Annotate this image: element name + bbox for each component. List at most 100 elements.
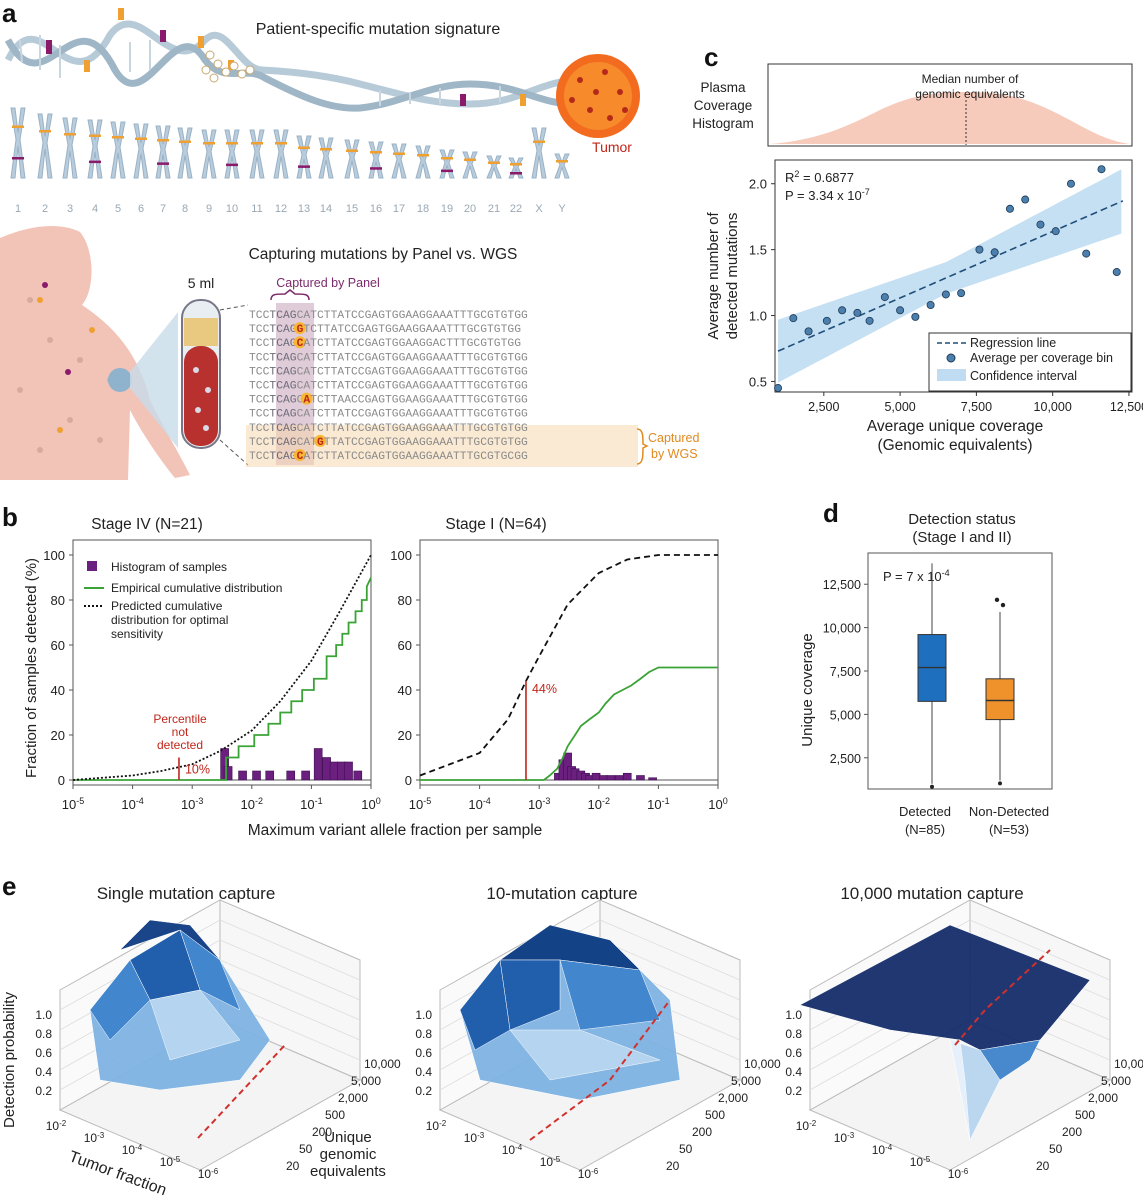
- nucleotide: G: [426, 366, 433, 378]
- x-tick-label: 10-3: [834, 1131, 855, 1146]
- detection-threshold-line: [529, 999, 671, 1141]
- nucleotide: A: [412, 366, 419, 378]
- chromosome-label: 19: [441, 203, 453, 215]
- nucleotide: T: [494, 310, 501, 322]
- nucleotide: G: [514, 381, 521, 393]
- nucleotide: G: [514, 395, 521, 407]
- nucleotide: A: [439, 409, 446, 421]
- nucleotide: A: [412, 352, 419, 364]
- nucleotide: C: [276, 395, 283, 407]
- nucleotide: C: [351, 451, 358, 463]
- z-tick-label: 0.8: [785, 1027, 802, 1041]
- nucleotide: T: [487, 324, 494, 336]
- nucleotide: T: [385, 366, 392, 378]
- nucleotide: A: [283, 310, 290, 322]
- legend-predicted-2: distribution for optimal: [111, 613, 228, 627]
- y-tick-label: 1.0: [749, 309, 767, 324]
- nucleotide: A: [405, 437, 412, 449]
- chromosome-band: [441, 169, 453, 173]
- scatter-point: [911, 312, 920, 321]
- nucleotide: G: [317, 437, 324, 449]
- nucleotide: C: [358, 381, 365, 393]
- chromosome-shape: [486, 155, 502, 179]
- nucleotide: T: [487, 338, 494, 350]
- tube-volume: 5 ml: [188, 275, 214, 291]
- hist-label-2: Coverage: [694, 98, 753, 113]
- nucleotide: G: [399, 423, 406, 435]
- d-title-2: (Stage I and II): [912, 529, 1011, 546]
- nucleotide: T: [494, 451, 501, 463]
- nucleotide: C: [317, 423, 324, 435]
- nucleotide: T: [331, 409, 338, 421]
- nucleotide: G: [473, 423, 480, 435]
- nucleotide: G: [521, 423, 528, 435]
- x-tick-label: 10-6: [948, 1167, 969, 1182]
- e-zlabel: Detection probability: [1, 992, 18, 1128]
- z-tick-label: 0.4: [415, 1065, 432, 1079]
- nucleotide: A: [405, 451, 412, 463]
- chromosome-shape: [554, 153, 570, 179]
- chromosome-band: [89, 134, 101, 137]
- nucleotide: T: [249, 395, 256, 407]
- nucleotide: G: [365, 352, 372, 364]
- chromosome-shape: [439, 149, 455, 179]
- chromosome-band: [251, 142, 263, 145]
- y-tick-label: 500: [1075, 1108, 1095, 1122]
- nucleotide: T: [453, 381, 460, 393]
- nucleotide: A: [405, 310, 412, 322]
- scatter-point: [822, 316, 831, 325]
- chromosome-label: 22: [510, 203, 522, 215]
- nucleotide: C: [256, 352, 263, 364]
- chromosome-label: 7: [160, 203, 166, 215]
- nucleotide: A: [371, 409, 378, 421]
- nucleotide: G: [297, 324, 304, 336]
- nucleotide: G: [514, 451, 521, 463]
- y-tick-label: 2,000: [1088, 1091, 1118, 1105]
- nucleotide: T: [467, 451, 474, 463]
- chromosome-label: 20: [464, 203, 476, 215]
- nucleotide: C: [317, 338, 324, 350]
- x-tick-label: 10-3: [84, 1131, 105, 1146]
- annotation-value: 44%: [532, 682, 557, 696]
- nucleotide: G: [426, 451, 433, 463]
- nucleotide: G: [419, 366, 426, 378]
- nucleotide: G: [419, 395, 426, 407]
- nucleotide: A: [439, 451, 446, 463]
- nucleotide: G: [392, 381, 399, 393]
- nucleotide: T: [385, 395, 392, 407]
- nucleotide: G: [501, 395, 508, 407]
- nucleotide: T: [446, 338, 453, 350]
- nucleotide: T: [269, 366, 276, 378]
- nucleotide: G: [392, 324, 399, 336]
- mutation-highlight: [293, 336, 306, 349]
- chromosome-band: [157, 162, 169, 165]
- box-plots: [917, 563, 1015, 789]
- panel-a-title: Patient-specific mutation signature: [256, 21, 501, 38]
- nucleotide: A: [303, 310, 310, 322]
- nucleotide: C: [317, 310, 324, 322]
- nucleotide: A: [337, 395, 344, 407]
- nucleotide: A: [365, 324, 372, 336]
- y-tick-label: 2.0: [749, 177, 767, 192]
- nucleotide: A: [283, 451, 290, 463]
- nucleotide: A: [371, 437, 378, 449]
- nucleotide: A: [303, 352, 310, 364]
- nucleotide: T: [344, 437, 351, 449]
- nucleotide: G: [426, 423, 433, 435]
- nucleotide: T: [310, 437, 317, 449]
- nucleotide: C: [317, 451, 324, 463]
- nucleotide: C: [297, 310, 304, 322]
- y-tick-label: 10,000: [823, 622, 861, 636]
- e-xlabel: Tumor fraction: [66, 1148, 168, 1199]
- d-frame: [867, 552, 1053, 790]
- nucleotide: A: [433, 451, 440, 463]
- scatter-point: [1082, 249, 1091, 258]
- nucleotide: A: [331, 324, 338, 336]
- nucleotide: C: [358, 451, 365, 463]
- scatter-point: [941, 290, 950, 299]
- nucleotide: G: [501, 423, 508, 435]
